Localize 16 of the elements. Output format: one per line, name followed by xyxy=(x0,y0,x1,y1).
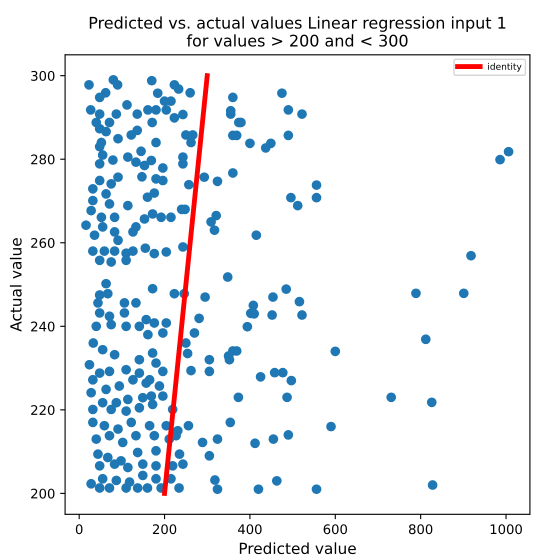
y-tick-label: 200 xyxy=(31,488,54,499)
x-tick-label: 1000 xyxy=(490,524,522,534)
x-tick-label: 400 xyxy=(238,524,262,534)
x-axis-title: Predicted value xyxy=(240,542,356,554)
x-tick-label: 0 xyxy=(76,524,83,534)
x-tick-label: 200 xyxy=(152,524,176,534)
y-tick-label: 300 xyxy=(31,70,54,81)
y-tick-label: 220 xyxy=(31,405,54,416)
y-tick-label: 260 xyxy=(31,238,54,248)
chart-title: Predicted vs. actual values Linear regression input 1 for values > 200 and < 300 xyxy=(90,16,506,47)
x-tick-label: 800 xyxy=(408,524,432,534)
y-axis-title: Actual value xyxy=(10,238,22,332)
legend-label: identity xyxy=(488,62,522,72)
y-tick-label: 280 xyxy=(31,154,54,164)
x-tick-label: 600 xyxy=(324,524,348,534)
y-tick-label: 240 xyxy=(31,322,54,332)
